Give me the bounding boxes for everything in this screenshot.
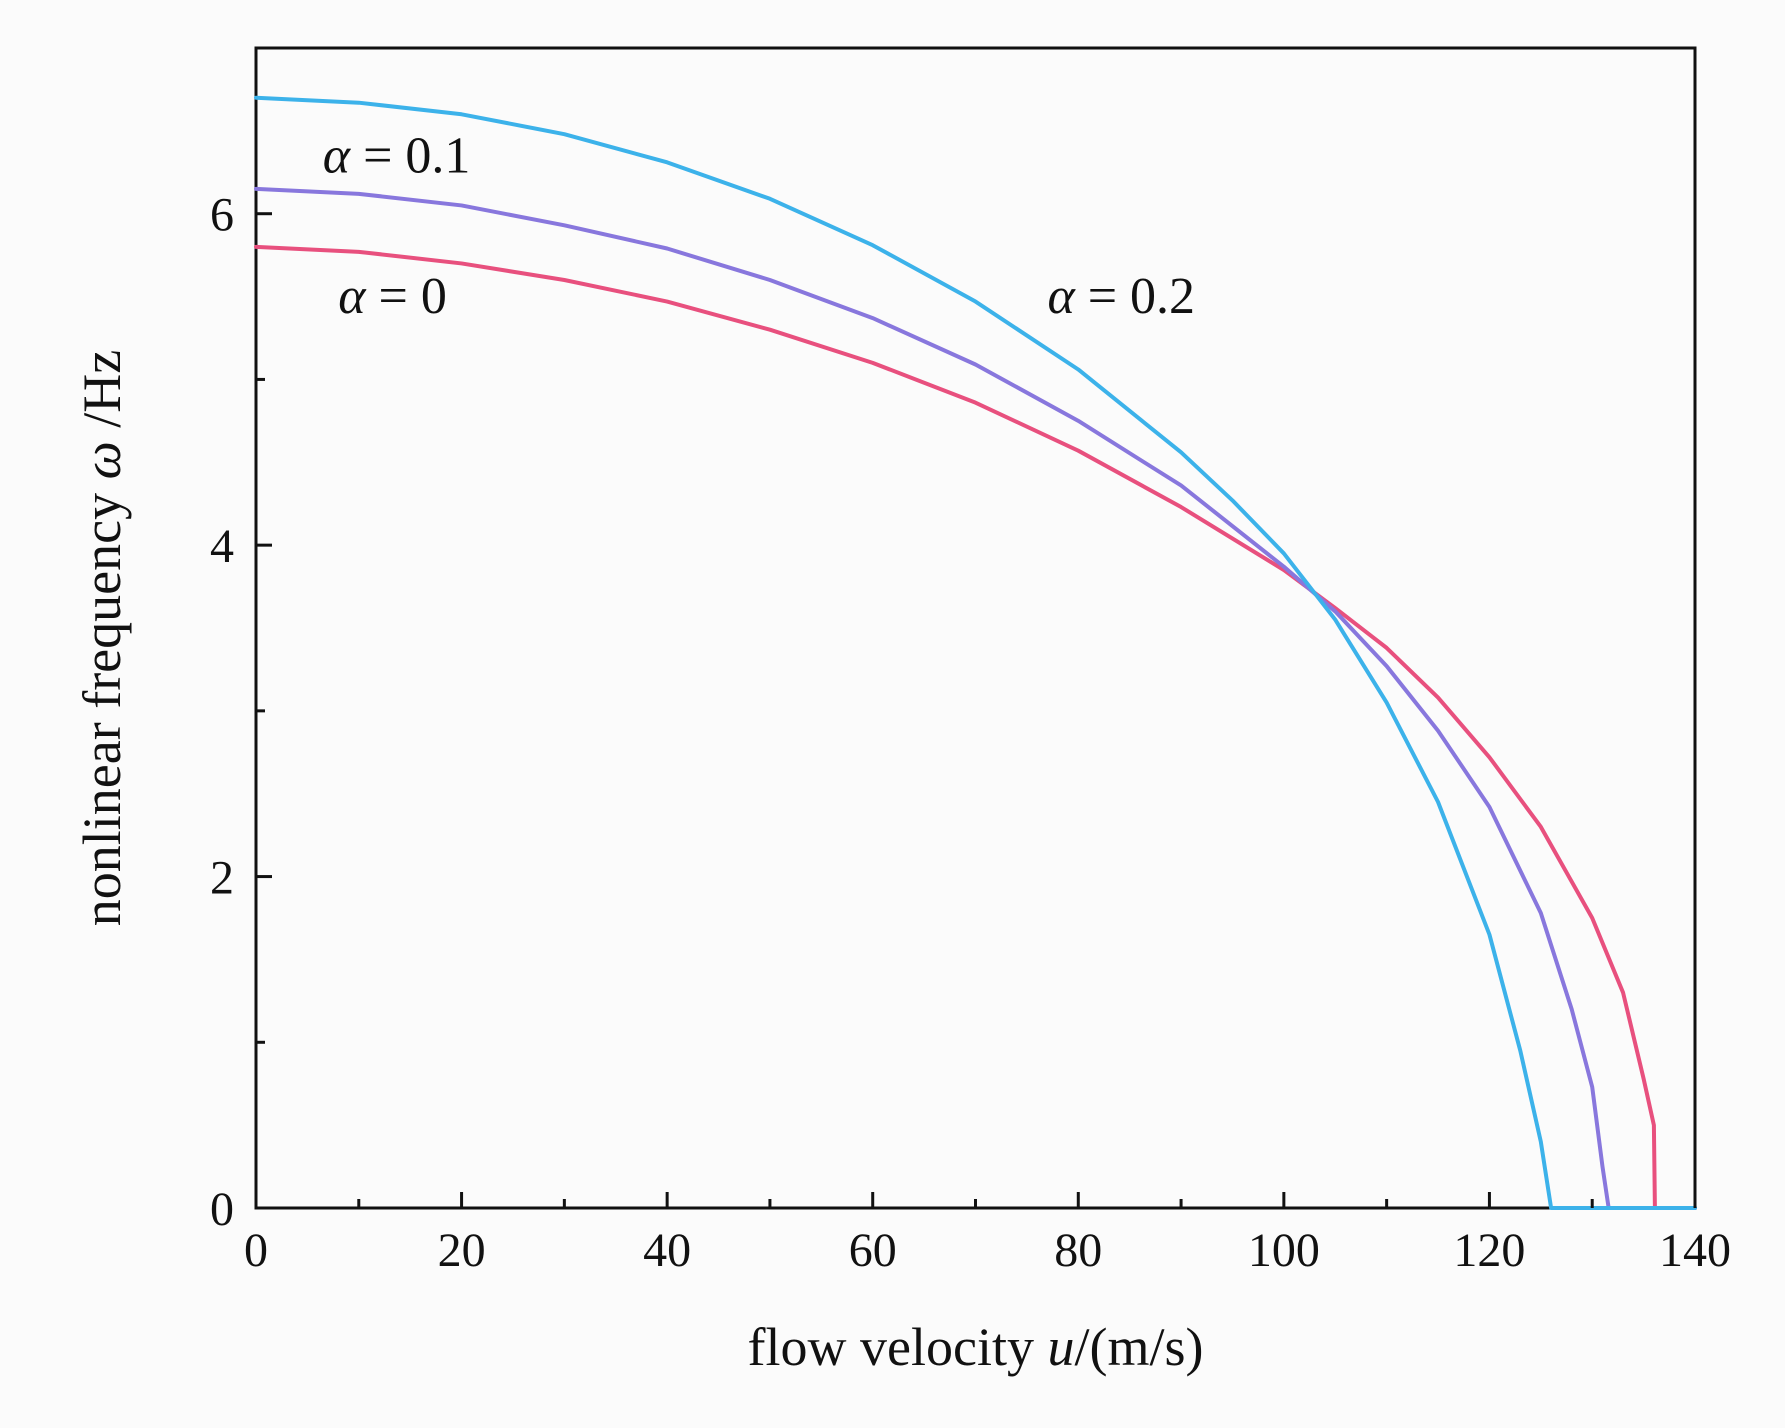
x-axis-label-prefix: flow velocity (748, 1317, 1048, 1377)
y-tick-label: 2 (210, 852, 234, 905)
tick-layer: 0 20 40 60 80 100 120 140 0 2 4 6 (210, 189, 1731, 1277)
annotation-value: = 0 (366, 268, 447, 325)
annotation-greek: α (323, 127, 352, 184)
y-axis-label: nonlinear frequency ω /Hz (72, 350, 132, 926)
x-tick-label: 100 (1248, 1224, 1320, 1277)
y-axis-label-unit: /Hz (72, 350, 132, 441)
series-layer (254, 95, 1697, 1210)
x-axis-label-unit: /(m/s) (1074, 1317, 1203, 1377)
series-annotation-0: α = 0.1 (323, 127, 471, 184)
x-tick-label: 140 (1659, 1224, 1731, 1277)
annotation-value: = 0.2 (1075, 268, 1195, 325)
annotation-greek: α (338, 268, 367, 325)
x-tick-label: 20 (438, 1224, 486, 1277)
series-annotation-2: α = 0.2 (1047, 268, 1195, 325)
x-tick-label: 120 (1453, 1224, 1525, 1277)
x-tick-label: 60 (849, 1224, 897, 1277)
y-tick-label: 4 (210, 520, 234, 573)
y-axis-label-prefix: nonlinear frequency (72, 479, 132, 926)
series-line-1 (254, 186, 1697, 1210)
x-tick-label: 40 (643, 1224, 691, 1277)
series-line-2 (254, 95, 1697, 1210)
y-tick-label: 0 (210, 1183, 234, 1236)
annotation-greek: α (1047, 268, 1076, 325)
x-tick-label: 80 (1054, 1224, 1102, 1277)
annotation-value: = 0.1 (350, 127, 470, 184)
series-annotation-1: α = 0 (338, 268, 447, 325)
x-axis-label-variable: u (1047, 1317, 1074, 1377)
y-axis-label-variable: ω (72, 441, 132, 479)
x-axis-label: flow velocity u/(m/s) (748, 1317, 1204, 1377)
y-tick-label: 6 (210, 189, 234, 242)
x-tick-label: 0 (244, 1224, 268, 1277)
